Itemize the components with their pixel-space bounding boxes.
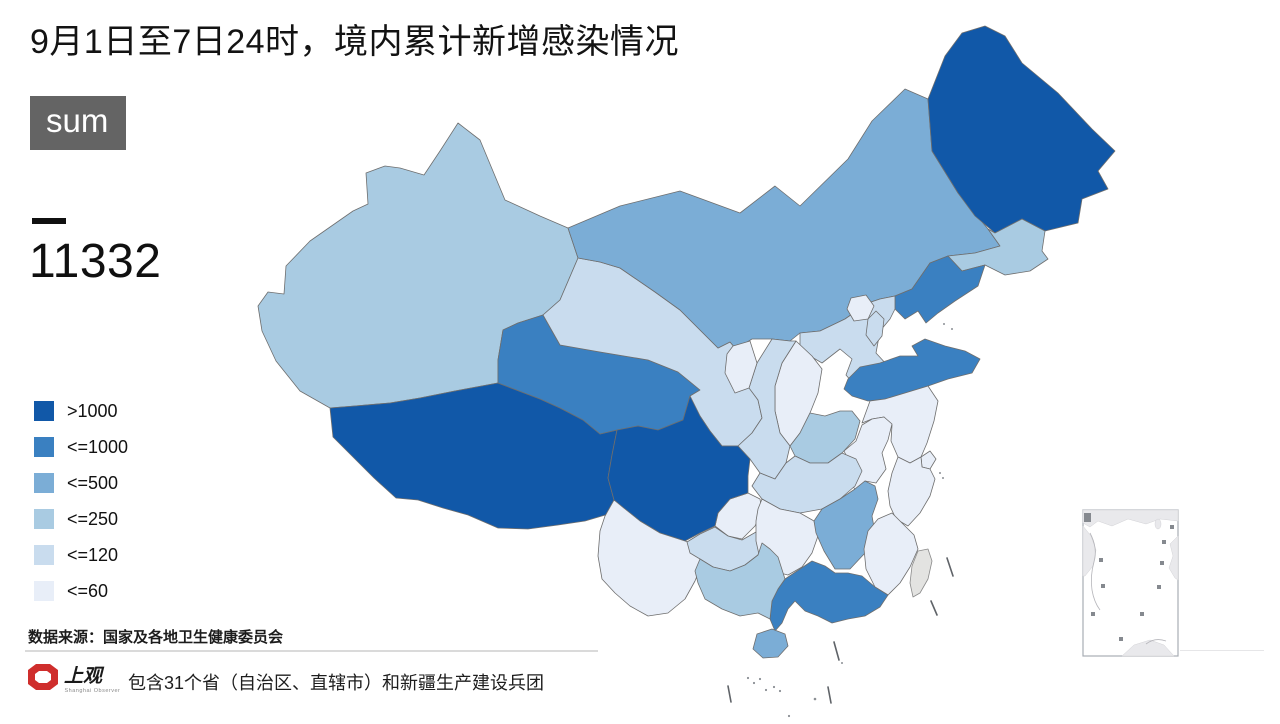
legend-label: <=250 (67, 508, 119, 529)
footer-divider (25, 650, 598, 652)
legend-row: <=60 (34, 573, 128, 609)
legend-swatch-gt1000 (34, 401, 54, 421)
legend-row: <=500 (34, 465, 128, 501)
legend-row: >1000 (34, 393, 128, 429)
inset-dash-marks (1084, 513, 1174, 641)
province-yunnan[interactable] (597, 499, 704, 617)
stat-dash (32, 218, 66, 224)
map-legend: >1000 <=1000 <=500 <=250 <=120 <=60 (34, 393, 128, 609)
province-liaoning[interactable] (894, 255, 986, 324)
legend-label: <=60 (67, 580, 109, 601)
nine-dash-line (727, 557, 954, 704)
metric-selector-chip[interactable]: sum (30, 96, 127, 150)
province-heilongjiang[interactable] (927, 25, 1116, 234)
legend-label: <=120 (67, 544, 119, 565)
legend-label: >1000 (67, 400, 118, 421)
south-china-sea-inset (1082, 509, 1179, 657)
province-zhejiang[interactable] (887, 456, 936, 527)
inset-coastline (1089, 532, 1101, 611)
logo-subtext: Shanghai Observer (65, 688, 121, 694)
source-note: 数据来源：国家及各地卫生健康委员会 (28, 629, 284, 646)
legend-swatch-le1000 (34, 437, 54, 457)
legend-swatch-le120 (34, 545, 54, 565)
legend-swatch-le500 (34, 473, 54, 493)
province-guangxi[interactable] (694, 542, 786, 620)
province-hainan[interactable] (752, 628, 789, 659)
footer-divider-right (1180, 650, 1264, 651)
province-ningxia[interactable] (724, 340, 758, 394)
shanghai-observer-logo: 上观 Shanghai Observer (28, 664, 121, 694)
legend-row: <=120 (34, 537, 128, 573)
stat-total-value: 11332 (29, 235, 162, 288)
legend-swatch-le250 (34, 509, 54, 529)
page-title: 9月1日至7日24时，境内累计新增感染情况 (30, 23, 680, 61)
island-dots (746, 323, 953, 718)
province-shanghai[interactable] (920, 450, 937, 470)
province-taiwan[interactable] (909, 548, 933, 598)
legend-swatch-le60 (34, 581, 54, 601)
legend-row: <=1000 (34, 429, 128, 465)
logo-text: 上观 (64, 665, 105, 687)
legend-label: <=1000 (67, 436, 129, 457)
province-tianjin[interactable] (865, 310, 885, 347)
footer-caption: 包含31个省（自治区、直辖市）和新疆生产建设兵团 (128, 673, 545, 693)
province-guangdong[interactable] (769, 560, 889, 632)
legend-label: <=500 (67, 472, 119, 493)
province-shandong[interactable] (843, 338, 981, 402)
province-jilin[interactable] (947, 218, 1049, 276)
legend-row: <=250 (34, 501, 128, 537)
